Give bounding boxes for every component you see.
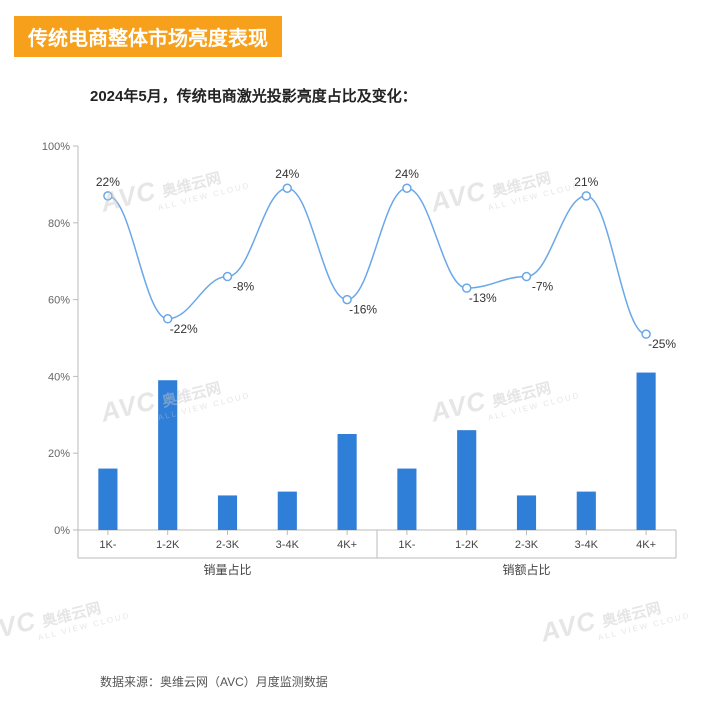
bar <box>278 492 297 530</box>
svg-text:60%: 60% <box>48 295 70 307</box>
svg-text:3-4K: 3-4K <box>276 539 300 551</box>
line-marker <box>283 184 291 192</box>
bar <box>158 380 177 530</box>
svg-text:2-3K: 2-3K <box>515 539 539 551</box>
line-value-label: 22% <box>96 175 120 189</box>
bar <box>98 469 117 530</box>
line-value-label: -16% <box>349 303 377 317</box>
bar <box>457 430 476 530</box>
bar <box>637 373 656 530</box>
svg-text:1K-: 1K- <box>99 539 116 551</box>
line-value-label: 24% <box>395 167 419 181</box>
svg-text:20%: 20% <box>48 448 70 460</box>
svg-text:1-2K: 1-2K <box>156 539 180 551</box>
line-marker <box>104 192 112 200</box>
report-title-bar: 传统电商整体市场亮度表现 <box>14 16 282 57</box>
bar <box>397 469 416 530</box>
line-marker <box>403 184 411 192</box>
line-value-label: -22% <box>170 322 198 336</box>
svg-text:1-2K: 1-2K <box>455 539 479 551</box>
svg-text:80%: 80% <box>48 218 70 230</box>
line-value-label: 24% <box>275 167 299 181</box>
data-source-footer: 数据来源：奥维云网（AVC）月度监测数据 <box>100 673 328 690</box>
svg-text:100%: 100% <box>42 141 70 153</box>
svg-text:0%: 0% <box>54 525 70 537</box>
svg-text:3-4K: 3-4K <box>575 539 599 551</box>
svg-text:销额占比: 销额占比 <box>502 562 550 577</box>
bar <box>577 492 596 530</box>
line-marker <box>224 273 232 281</box>
line-value-label: -8% <box>233 280 255 294</box>
line-value-label: -13% <box>469 291 497 305</box>
bar <box>517 495 536 530</box>
svg-text:4K+: 4K+ <box>337 539 357 551</box>
bar <box>338 434 357 530</box>
chart-svg: 0% 20% 40% 60% 80% 100% 1K- 1-2K 2-3K 3-4K 4K+ 1K- 1… <box>36 140 686 600</box>
svg-text:2-3K: 2-3K <box>216 539 240 551</box>
svg-text:40%: 40% <box>48 371 70 383</box>
report-subtitle: 2024年5月，传统电商激光投影亮度占比及变化： <box>90 85 720 106</box>
line-marker <box>582 192 590 200</box>
bar <box>218 495 237 530</box>
svg-text:销量占比: 销量占比 <box>203 562 251 577</box>
line-value-label: 21% <box>574 175 598 189</box>
svg-text:4K+: 4K+ <box>636 539 656 551</box>
brightness-share-chart: 0% 20% 40% 60% 80% 100% 1K- 1-2K 2-3K 3-4K 4K+ 1K- 1… <box>36 140 686 600</box>
line-marker <box>523 273 531 281</box>
line-value-label: -25% <box>648 337 676 351</box>
line-value-label: -7% <box>532 280 554 294</box>
svg-text:1K-: 1K- <box>398 539 415 551</box>
